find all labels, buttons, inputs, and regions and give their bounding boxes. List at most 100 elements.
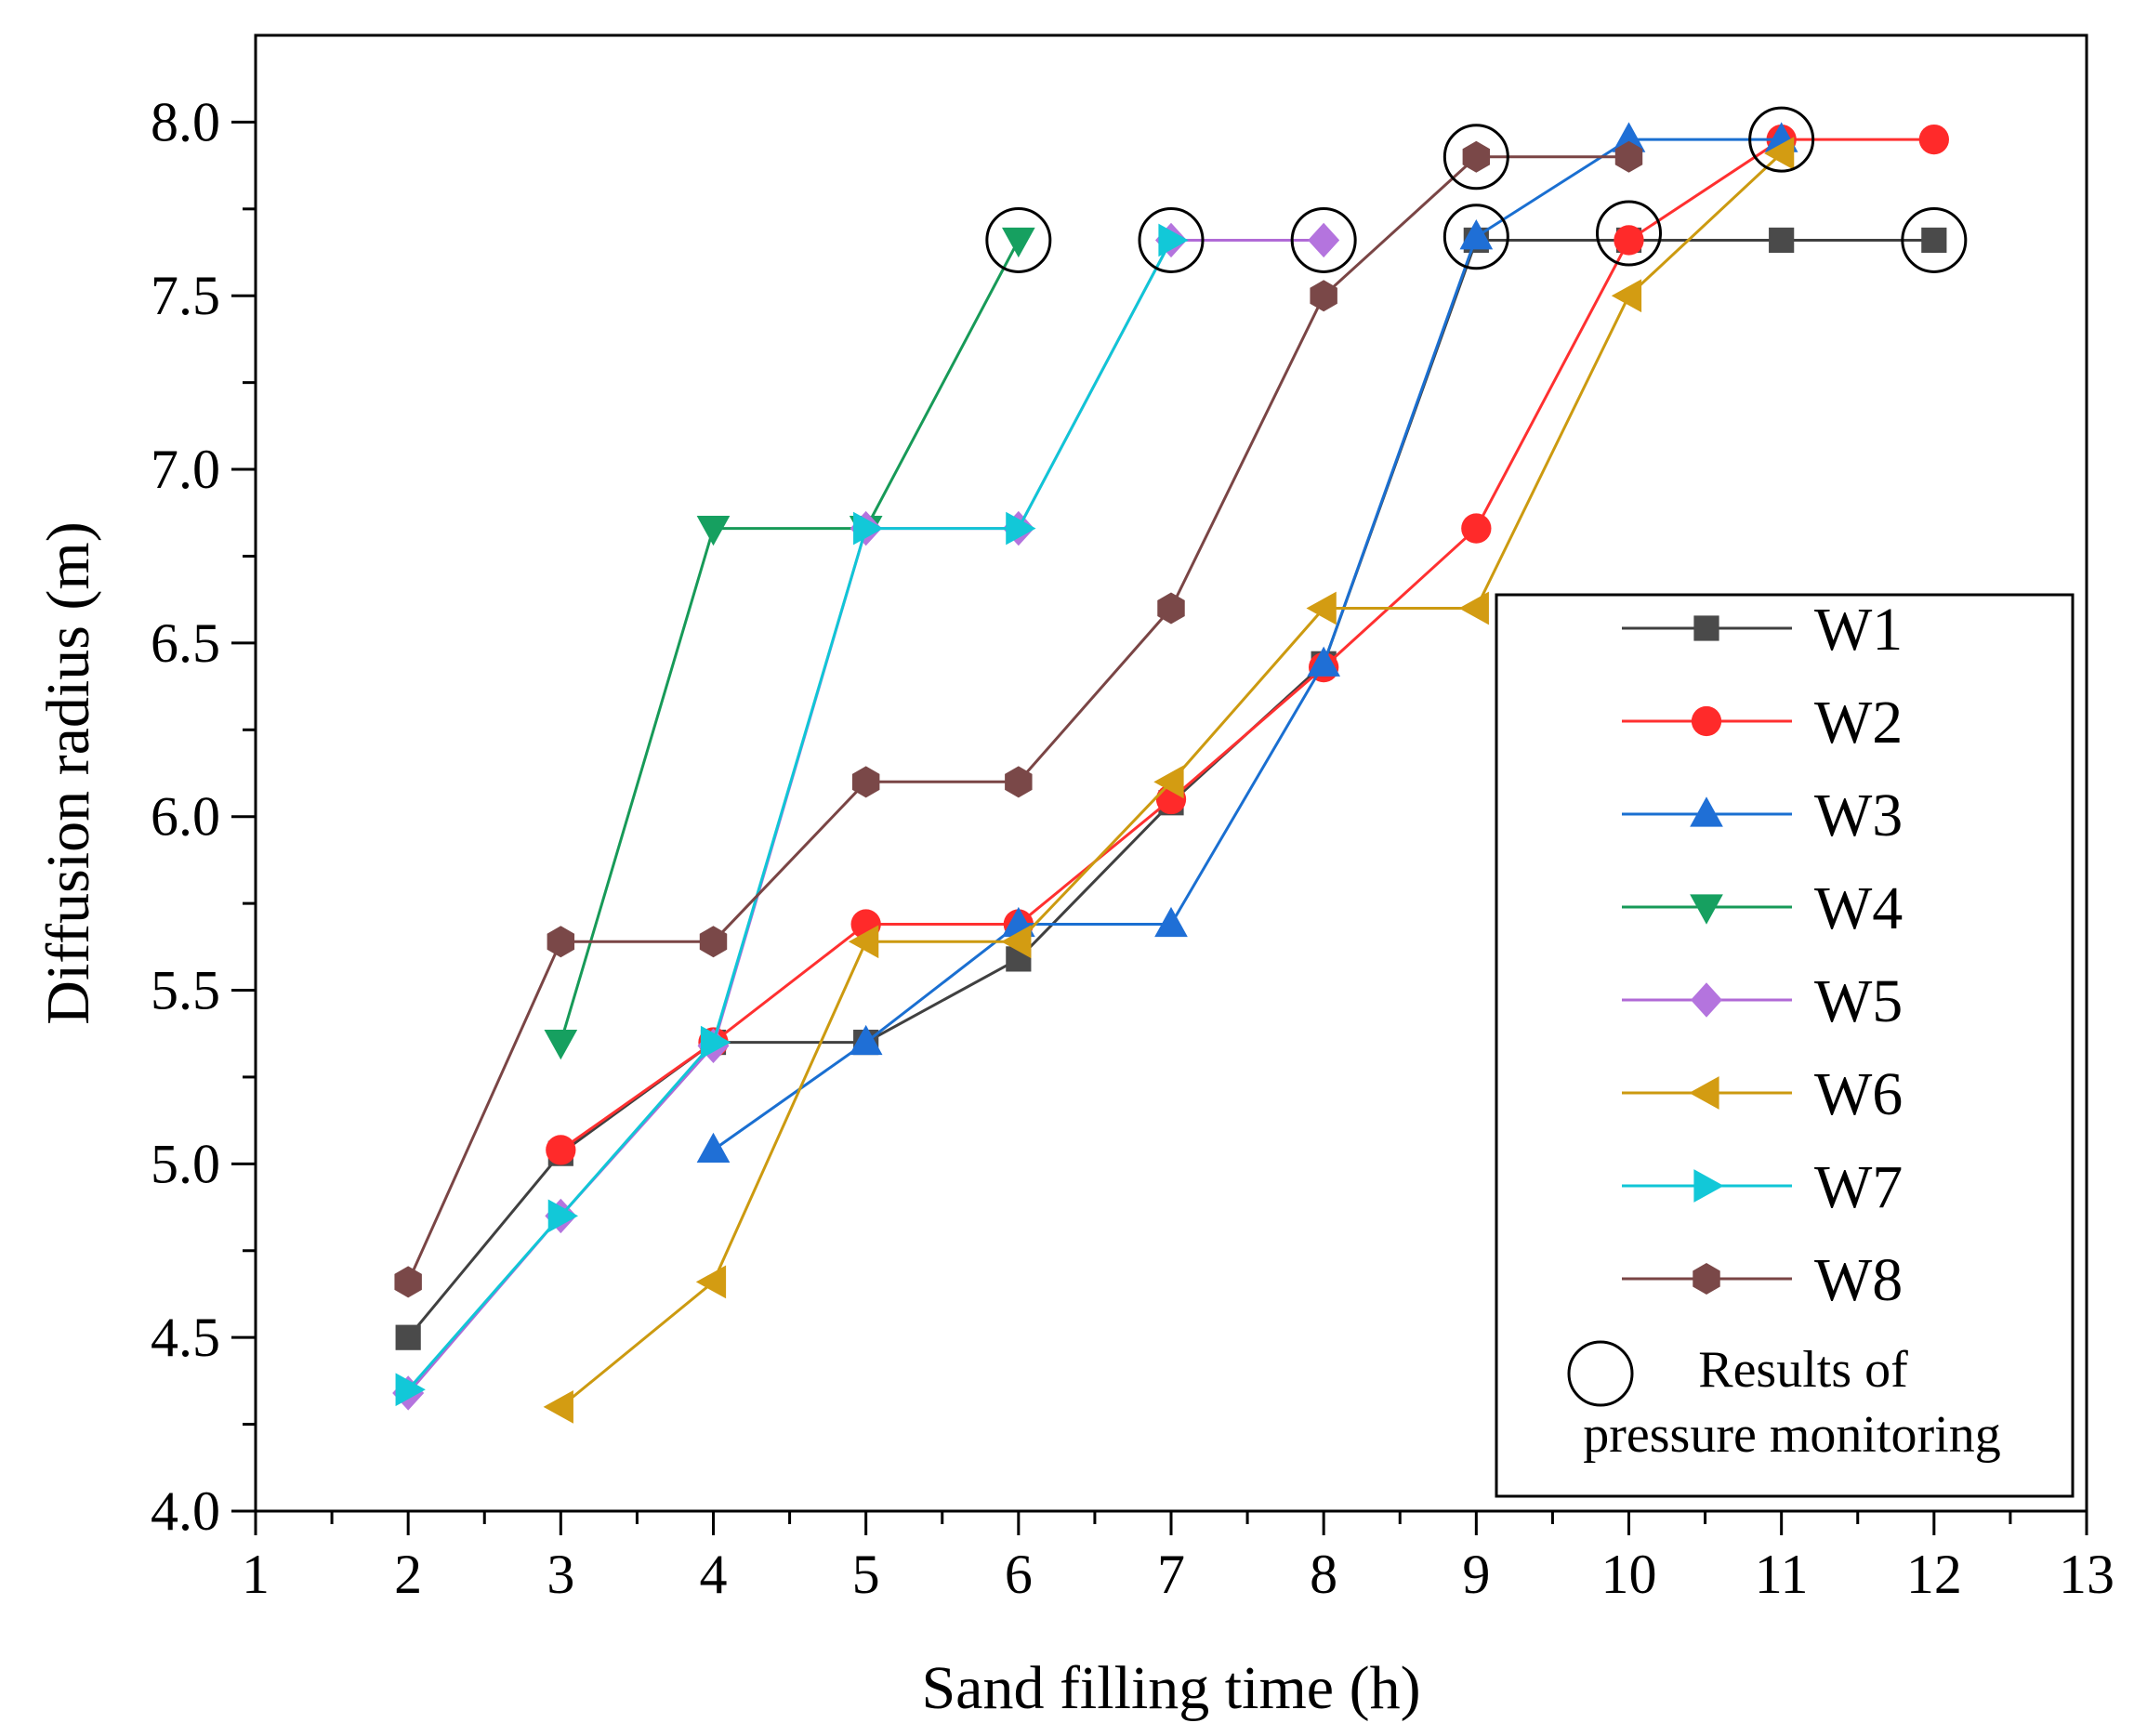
data-point-w1 — [1921, 227, 1947, 254]
data-point-w6 — [543, 1390, 573, 1424]
data-point-w3 — [1307, 646, 1341, 677]
legend-item-w1: W1 — [1622, 596, 1903, 664]
data-point-w7 — [700, 1025, 731, 1059]
data-point-w8 — [1462, 140, 1491, 173]
data-point-w6 — [1306, 591, 1337, 625]
data-point-w6 — [1001, 925, 1032, 959]
data-point-w6 — [695, 1265, 727, 1299]
y-tick-label: 7.5 — [151, 265, 220, 326]
legend-item-w3: W3 — [1622, 782, 1903, 849]
data-point-w1 — [1769, 227, 1795, 254]
data-point-w7 — [547, 1199, 579, 1233]
x-tick-label: 1 — [242, 1544, 270, 1605]
data-point-w4 — [1001, 227, 1035, 258]
legend-item-w6: W6 — [1622, 1060, 1903, 1128]
data-point-w1 — [395, 1324, 421, 1350]
x-tick-label: 9 — [1462, 1544, 1490, 1605]
x-tick-label: 5 — [852, 1544, 880, 1605]
y-tick-label: 5.0 — [151, 1133, 220, 1194]
series-w7 — [395, 223, 1189, 1407]
data-point-w7 — [395, 1373, 426, 1407]
data-point-w6 — [848, 925, 879, 959]
y-tick-label: 7.0 — [151, 439, 220, 500]
legend-box — [1495, 593, 2075, 1498]
legend-label: W3 — [1814, 782, 1903, 849]
data-point-w8 — [547, 926, 575, 958]
series-w6 — [543, 137, 1795, 1424]
x-tick-label: 7 — [1157, 1544, 1185, 1605]
data-point-w3 — [849, 1024, 883, 1056]
data-point-w8 — [699, 926, 728, 958]
series-w5 — [392, 222, 1340, 1411]
data-point-w3 — [1612, 122, 1646, 152]
data-point-w7 — [1006, 511, 1036, 546]
series-w8 — [394, 140, 1643, 1298]
data-point-w8 — [1157, 592, 1185, 625]
legend-label: W6 — [1814, 1060, 1903, 1128]
data-point-w3 — [1459, 219, 1494, 250]
x-tick-label: 8 — [1310, 1544, 1337, 1605]
series-line-w4 — [559, 239, 1021, 1044]
legend-item-w5: W5 — [1622, 967, 1903, 1035]
pressure-monitoring-circle — [1748, 106, 1815, 173]
y-tick-label: 6.5 — [151, 612, 220, 674]
x-tick-label: 11 — [1755, 1544, 1809, 1605]
x-tick-label: 3 — [547, 1544, 574, 1605]
legend-label: W4 — [1814, 875, 1903, 942]
data-point-w2 — [546, 1135, 576, 1165]
data-point-w6 — [1611, 279, 1642, 313]
legend-marker — [1693, 1263, 1720, 1295]
data-point-w7 — [853, 511, 884, 546]
x-tick-label: 2 — [394, 1544, 422, 1605]
data-point-w2 — [1614, 225, 1644, 256]
y-axis-title: Diffusion radius (m) — [34, 521, 102, 1024]
legend-note-line-2: pressure monitoring — [1583, 1406, 2000, 1464]
legend-label: W8 — [1814, 1246, 1903, 1314]
legend: W1 W2 W3 W4 W5 W6 W7 W8 Results of pressure mon… — [1495, 593, 2075, 1498]
series-layer — [392, 122, 1949, 1424]
data-point-w8 — [1310, 280, 1337, 312]
y-tick-label: 6.0 — [151, 786, 220, 848]
y-tick-label: 4.0 — [151, 1480, 220, 1542]
data-point-w6 — [1458, 591, 1489, 625]
data-point-w2 — [1461, 513, 1492, 544]
series-line-w7 — [407, 239, 1173, 1391]
y-tick-label: 4.5 — [151, 1307, 220, 1368]
y-tick-label: 8.0 — [151, 91, 220, 152]
legend-marker — [1691, 705, 1722, 737]
pressure-monitoring-circle — [1442, 204, 1509, 270]
series-line-w5 — [407, 239, 1324, 1394]
pressure-monitoring-circles — [985, 106, 1968, 273]
axis-ticks: 1 2 3 4 5 6 7 8 9 10 11 12 134.04.55.05.56.06.57.07.… — [151, 91, 2114, 1605]
x-tick-label: 12 — [1906, 1544, 1962, 1605]
data-point-w4 — [696, 515, 731, 546]
x-tick-label: 10 — [1601, 1544, 1657, 1605]
legend-marker — [1690, 894, 1723, 925]
x-tick-label: 13 — [2059, 1544, 2114, 1605]
plot-frame — [254, 33, 2088, 1513]
data-point-w8 — [1005, 766, 1033, 798]
data-point-w7 — [1158, 223, 1189, 257]
legend-item-w4: W4 — [1622, 875, 1903, 942]
data-point-w2 — [1918, 124, 1949, 155]
x-tick-label: 4 — [700, 1544, 728, 1605]
data-point-w3 — [1154, 906, 1188, 938]
data-point-w8 — [851, 766, 880, 798]
legend-item-w7: W7 — [1622, 1153, 1903, 1221]
legend-label: W7 — [1814, 1153, 1903, 1221]
legend-marker — [1690, 796, 1723, 827]
pressure-monitoring-circle — [1901, 206, 1968, 273]
series-w4 — [544, 227, 1035, 1060]
legend-marker — [1691, 982, 1722, 1018]
data-point-w6 — [1153, 765, 1184, 799]
legend-note-line-1: Results of — [1698, 1341, 1908, 1399]
legend-label: W2 — [1814, 689, 1903, 756]
pressure-monitoring-circle — [1596, 200, 1662, 267]
pressure-monitoring-circle — [1442, 124, 1509, 191]
data-point-w5 — [1308, 222, 1340, 258]
data-point-w8 — [1614, 140, 1643, 173]
legend-marker — [1689, 1076, 1719, 1110]
series-line-w2 — [560, 138, 1934, 1151]
legend-item-w8: W8 — [1622, 1246, 1903, 1314]
